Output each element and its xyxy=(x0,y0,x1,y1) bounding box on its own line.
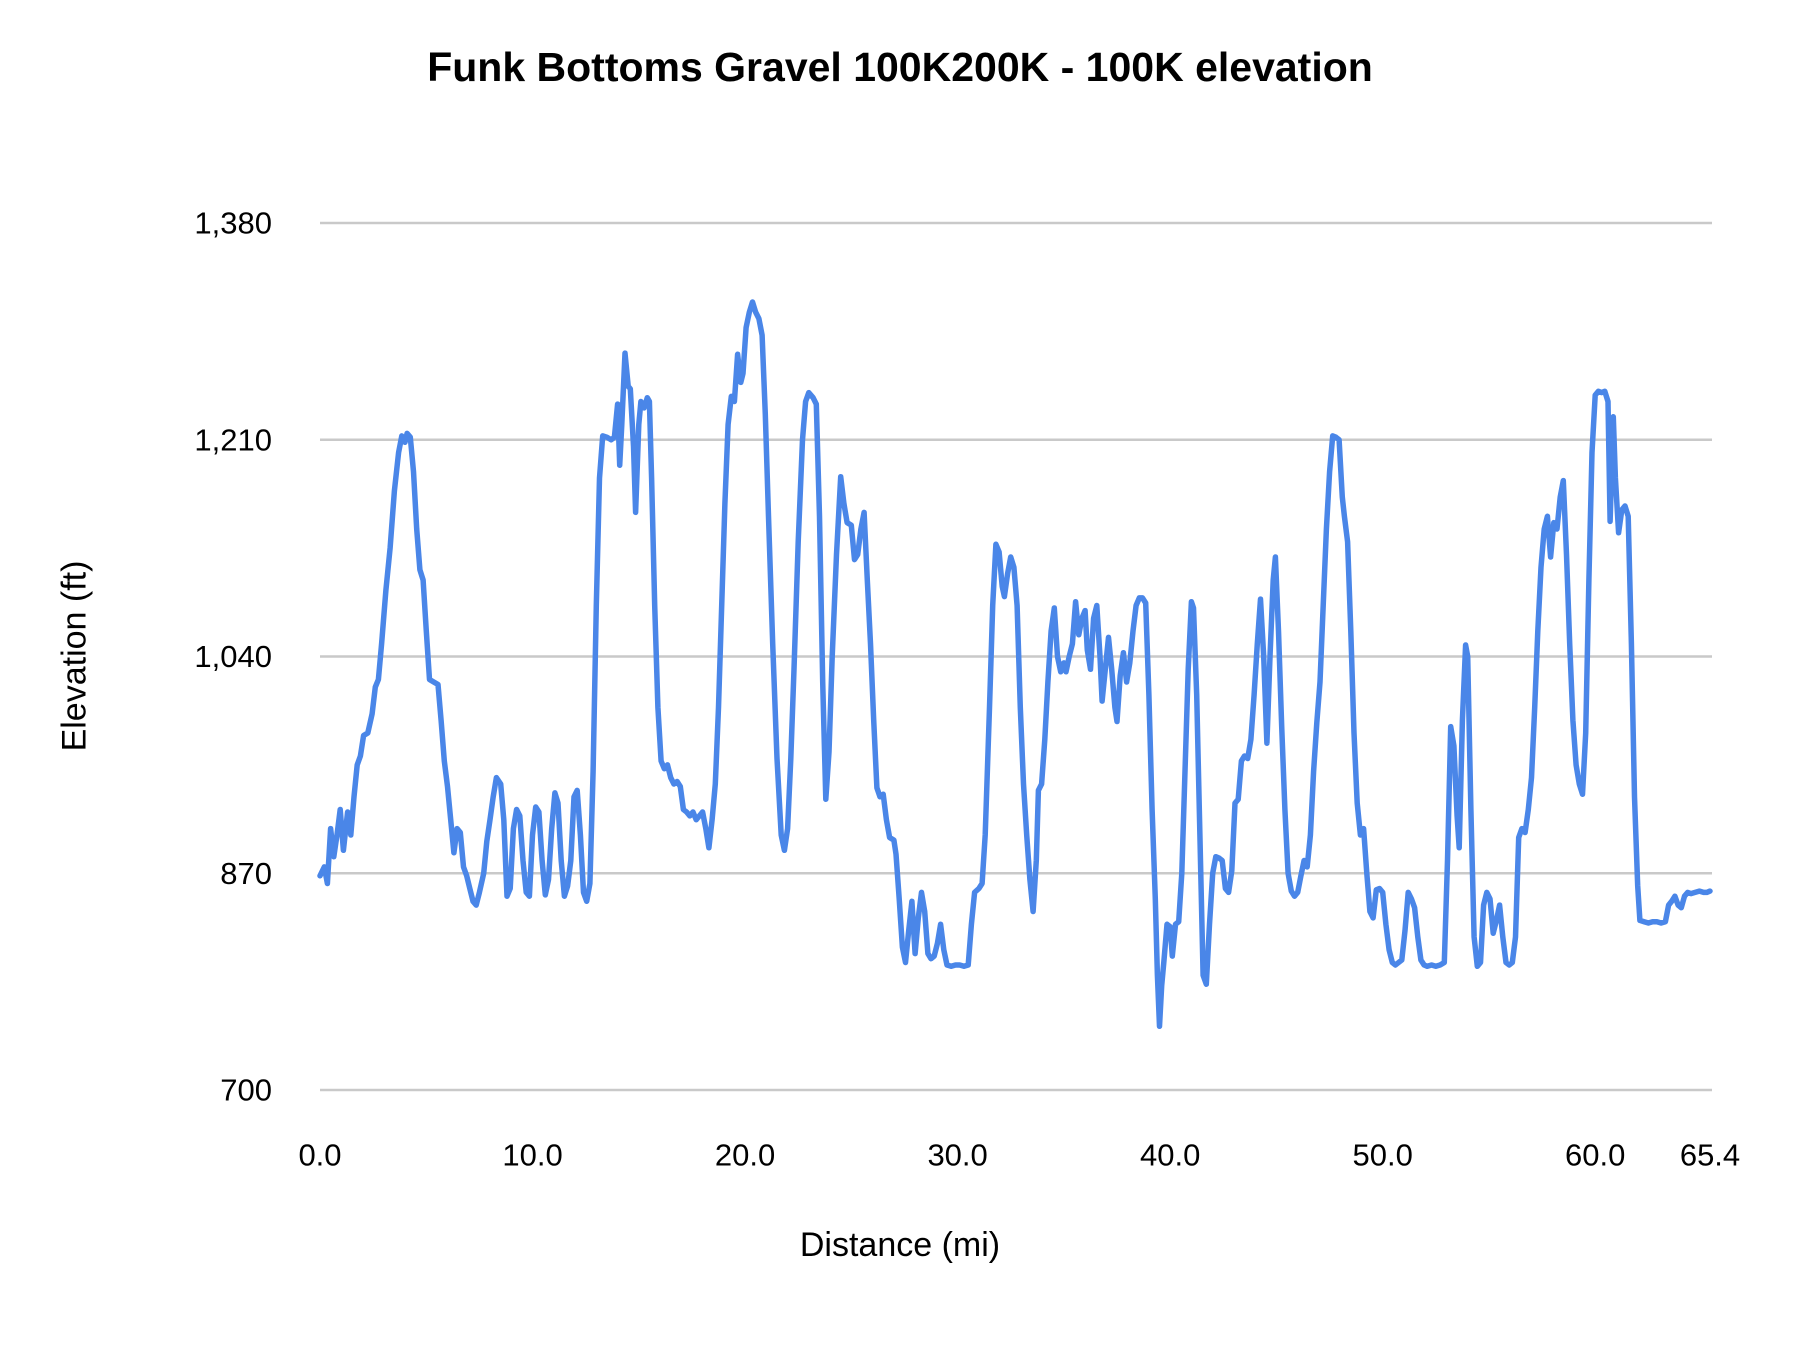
y-tick-label: 1,380 xyxy=(194,206,272,241)
x-tick-label: 50.0 xyxy=(1353,1138,1413,1173)
x-axis-title: Distance (mi) xyxy=(799,1226,1001,1264)
x-tick-label: 20.0 xyxy=(715,1138,775,1173)
x-tick-label: 40.0 xyxy=(1140,1138,1200,1173)
y-tick-label: 700 xyxy=(220,1073,272,1108)
y-tick-label: 1,210 xyxy=(194,422,272,457)
y-tick-label: 870 xyxy=(220,856,272,891)
chart-title: Funk Bottoms Gravel 100K200K - 100K elev… xyxy=(427,44,1373,90)
x-tick-label: 30.0 xyxy=(927,1138,987,1173)
y-tick-label: 1,040 xyxy=(194,639,272,674)
x-tick-label: 60.0 xyxy=(1565,1138,1625,1173)
x-tick-label: 65.4 xyxy=(1680,1138,1740,1173)
x-tick-label: 10.0 xyxy=(502,1138,562,1173)
x-tick-label: 0.0 xyxy=(298,1138,341,1173)
elevation-line xyxy=(317,299,1713,1030)
